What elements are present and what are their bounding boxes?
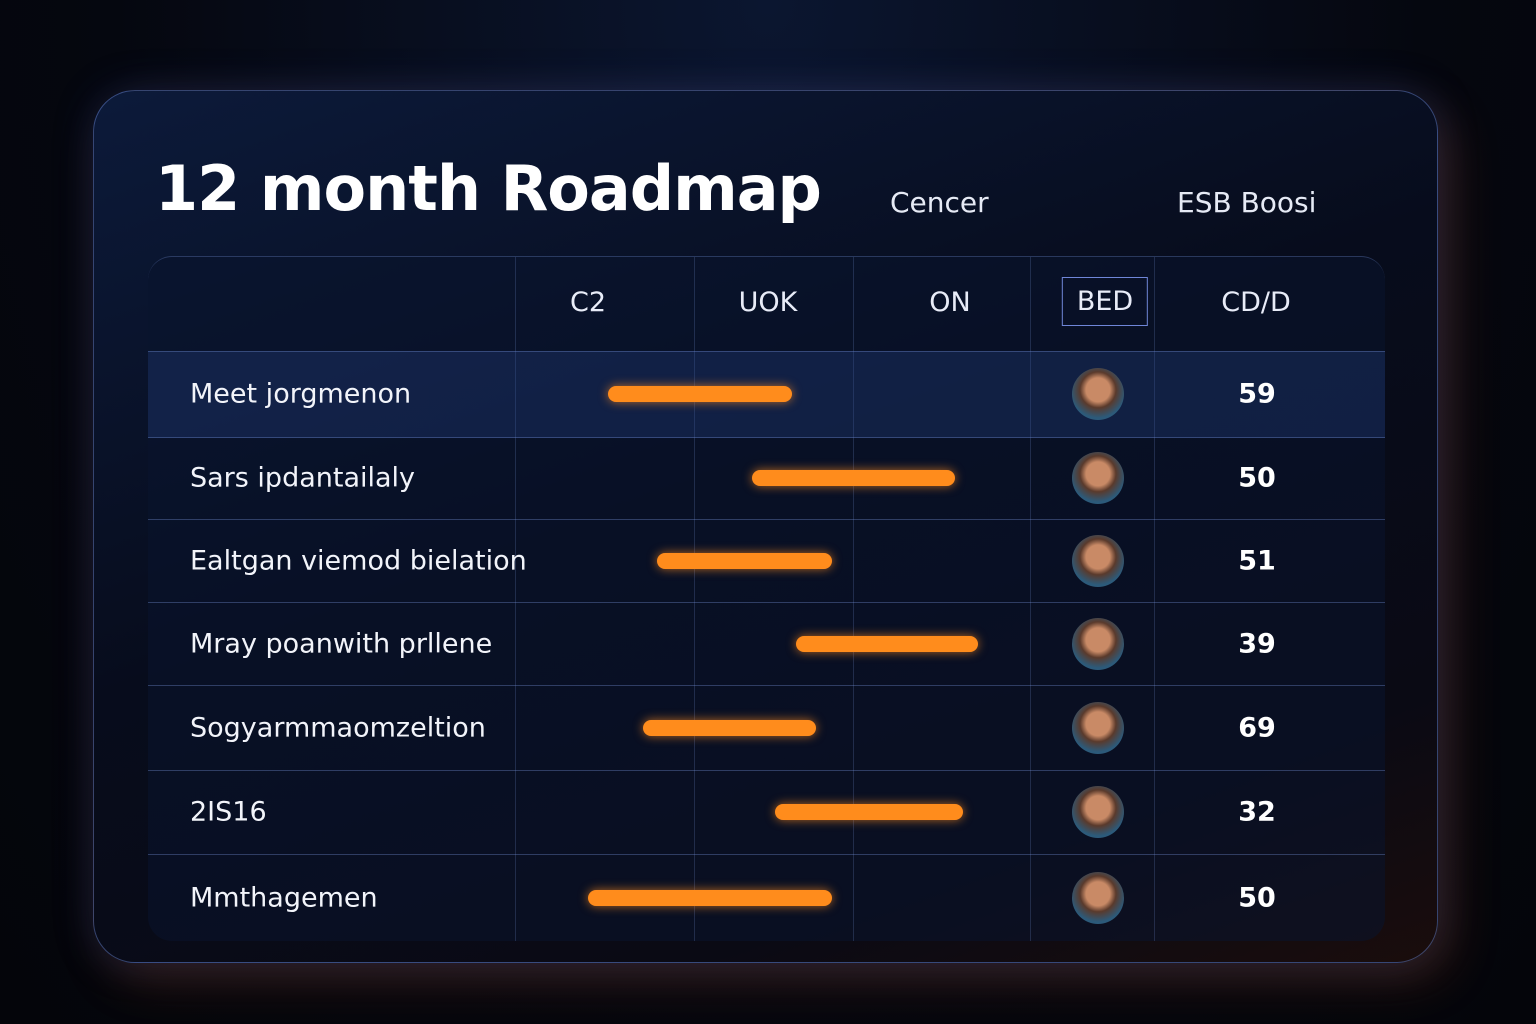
avatar <box>1072 452 1124 504</box>
table-row <box>148 854 1385 941</box>
score: 69 <box>1238 712 1276 743</box>
timeline-bar <box>752 470 955 486</box>
table-row <box>148 437 1385 520</box>
table-row <box>148 685 1385 771</box>
nav-link[interactable]: Cencer <box>890 186 989 219</box>
score: 39 <box>1238 628 1276 659</box>
avatar <box>1072 871 1124 924</box>
column-header: C2 <box>569 287 607 318</box>
score: 50 <box>1238 882 1276 913</box>
row-label: Meet jorgmenon <box>190 378 412 410</box>
row-label: Ealtgan viemod bielation <box>190 545 527 576</box>
table-row <box>148 602 1385 686</box>
timeline-bar <box>608 386 792 402</box>
avatar <box>1072 786 1124 838</box>
column-divider <box>1154 257 1155 941</box>
column-divider <box>853 257 854 941</box>
column-divider <box>1030 257 1031 941</box>
table: C2 UOK ON BED CD/D Meet jorgmenon 59 Sars ipdan… <box>148 256 1385 941</box>
avatar <box>1072 617 1124 670</box>
avatar <box>1072 368 1124 420</box>
row-label: Sars ipdantailaly <box>190 462 416 494</box>
row-label: Mray poanwith prllene <box>190 628 493 659</box>
column-divider <box>694 257 695 941</box>
score: 59 <box>1238 378 1276 410</box>
column-header: UOK <box>738 287 798 318</box>
timeline-bar <box>657 552 832 569</box>
timeline-bar <box>796 635 978 652</box>
table-row <box>148 519 1385 603</box>
timeline-bar <box>588 889 832 906</box>
score: 51 <box>1238 545 1276 576</box>
avatar <box>1072 701 1124 754</box>
row-label: 2IS16 <box>190 796 267 828</box>
score: 50 <box>1238 462 1276 494</box>
column-header: ON <box>929 287 971 318</box>
column-header: BED <box>1061 277 1149 326</box>
nav-link[interactable]: ESB Boosi <box>1177 186 1317 219</box>
row-label: Mmthagemen <box>190 882 378 913</box>
row-label: Sogyarmmaomzeltion <box>190 712 486 743</box>
score: 32 <box>1238 796 1276 828</box>
column-divider <box>515 257 516 941</box>
avatar <box>1072 534 1124 587</box>
table-row <box>148 770 1385 855</box>
timeline-bar <box>643 719 816 736</box>
timeline-bar <box>775 804 963 820</box>
title: 12 month Roadmap <box>155 152 822 225</box>
column-header: CD/D <box>1221 287 1291 318</box>
